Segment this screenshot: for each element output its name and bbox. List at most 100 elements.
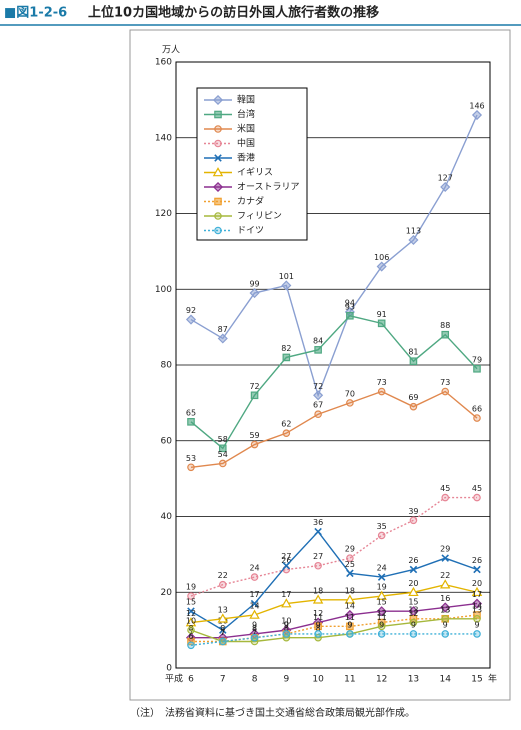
data-label: 13 [218, 605, 228, 614]
marker [346, 630, 354, 638]
marker [218, 459, 227, 468]
data-label: 27 [281, 552, 291, 561]
marker [217, 613, 229, 623]
data-label: 72 [313, 382, 323, 391]
data-label: 22 [440, 571, 450, 580]
data-label: 17 [281, 590, 291, 599]
x-suffix: 年 [488, 673, 497, 685]
legend-label: イギリス [237, 167, 273, 178]
data-label: 9 [316, 620, 321, 629]
marker [214, 197, 222, 206]
data-label: 9 [443, 620, 448, 629]
marker [344, 594, 356, 604]
data-label: 53 [186, 454, 196, 463]
legend-label: フィリピン [237, 211, 282, 222]
data-label: 8 [252, 624, 257, 633]
marker [409, 618, 418, 627]
data-label: 101 [279, 272, 294, 281]
data-label: 93 [345, 302, 355, 311]
marker [282, 353, 291, 362]
marker [471, 109, 483, 121]
data-label: 15 [408, 598, 418, 607]
marker [187, 607, 195, 615]
y-tick-label: 100 [155, 285, 172, 295]
series-line [190, 633, 477, 646]
data-label: 13 [472, 605, 482, 614]
marker [282, 561, 291, 570]
data-label: 12 [377, 609, 387, 618]
data-label: 10 [281, 617, 291, 626]
data-label: 27 [313, 552, 323, 561]
y-tick-label: 20 [161, 588, 173, 598]
marker [250, 573, 259, 581]
data-label: 12 [408, 609, 418, 618]
legend-label: カナダ [237, 195, 264, 207]
marker [212, 181, 224, 193]
x-tick-label: 8 [252, 675, 258, 685]
data-label: 22 [218, 571, 228, 580]
legend-label: 香港 [237, 152, 255, 164]
marker [314, 622, 322, 631]
data-label: 69 [408, 393, 418, 402]
marker [441, 614, 450, 623]
marker [409, 402, 418, 411]
data-label: 26 [408, 556, 418, 565]
data-label: 70 [345, 389, 355, 398]
marker [376, 606, 387, 617]
marker [377, 319, 386, 328]
x-tick-label: 14 [439, 675, 451, 685]
marker [377, 531, 386, 540]
marker [471, 598, 483, 609]
data-label: 58 [218, 435, 228, 444]
data-label: 15 [186, 598, 196, 607]
data-label: 12 [313, 609, 323, 618]
marker [409, 565, 418, 574]
data-label: 9 [379, 620, 384, 629]
data-label: 16 [440, 594, 450, 603]
series-line [190, 390, 478, 468]
marker [471, 586, 483, 597]
marker [440, 181, 451, 193]
data-label: 84 [313, 336, 323, 345]
data-label: 72 [249, 382, 259, 391]
data-label: 9 [252, 620, 257, 629]
data-label: 25 [345, 560, 355, 569]
marker [282, 429, 291, 437]
x-tick-label: 15 [471, 675, 482, 685]
marker [441, 387, 450, 396]
series-line [190, 618, 477, 643]
data-label: 24 [377, 564, 387, 573]
legend-label: オーストラリア [237, 182, 300, 193]
marker [473, 493, 481, 502]
data-label: 26 [281, 556, 291, 565]
marker [408, 234, 419, 246]
y-tick-label: 0 [166, 664, 172, 674]
marker [217, 333, 228, 344]
data-label: 18 [345, 586, 355, 595]
y-unit: 万人 [162, 45, 180, 56]
marker [439, 579, 451, 589]
data-label: 92 [186, 306, 196, 315]
marker [214, 154, 222, 162]
marker [409, 357, 418, 366]
data-label: 17 [472, 590, 482, 599]
marker [214, 125, 222, 133]
marker [212, 94, 224, 106]
data-label: 127 [438, 173, 453, 182]
data-label: 62 [281, 420, 291, 429]
data-label: 10 [186, 617, 196, 626]
data-label: 14 [472, 601, 482, 610]
data-label: 19 [186, 583, 196, 592]
x-tick-label: 7 [220, 675, 226, 685]
data-label: 9 [474, 620, 479, 629]
data-label: 7 [220, 628, 225, 637]
data-label: 13 [440, 605, 450, 614]
marker [250, 599, 259, 608]
marker [281, 280, 292, 291]
marker [441, 330, 450, 339]
data-label: 35 [377, 522, 387, 531]
marker [314, 410, 322, 419]
data-label: 13 [408, 605, 418, 614]
marker [187, 626, 195, 634]
